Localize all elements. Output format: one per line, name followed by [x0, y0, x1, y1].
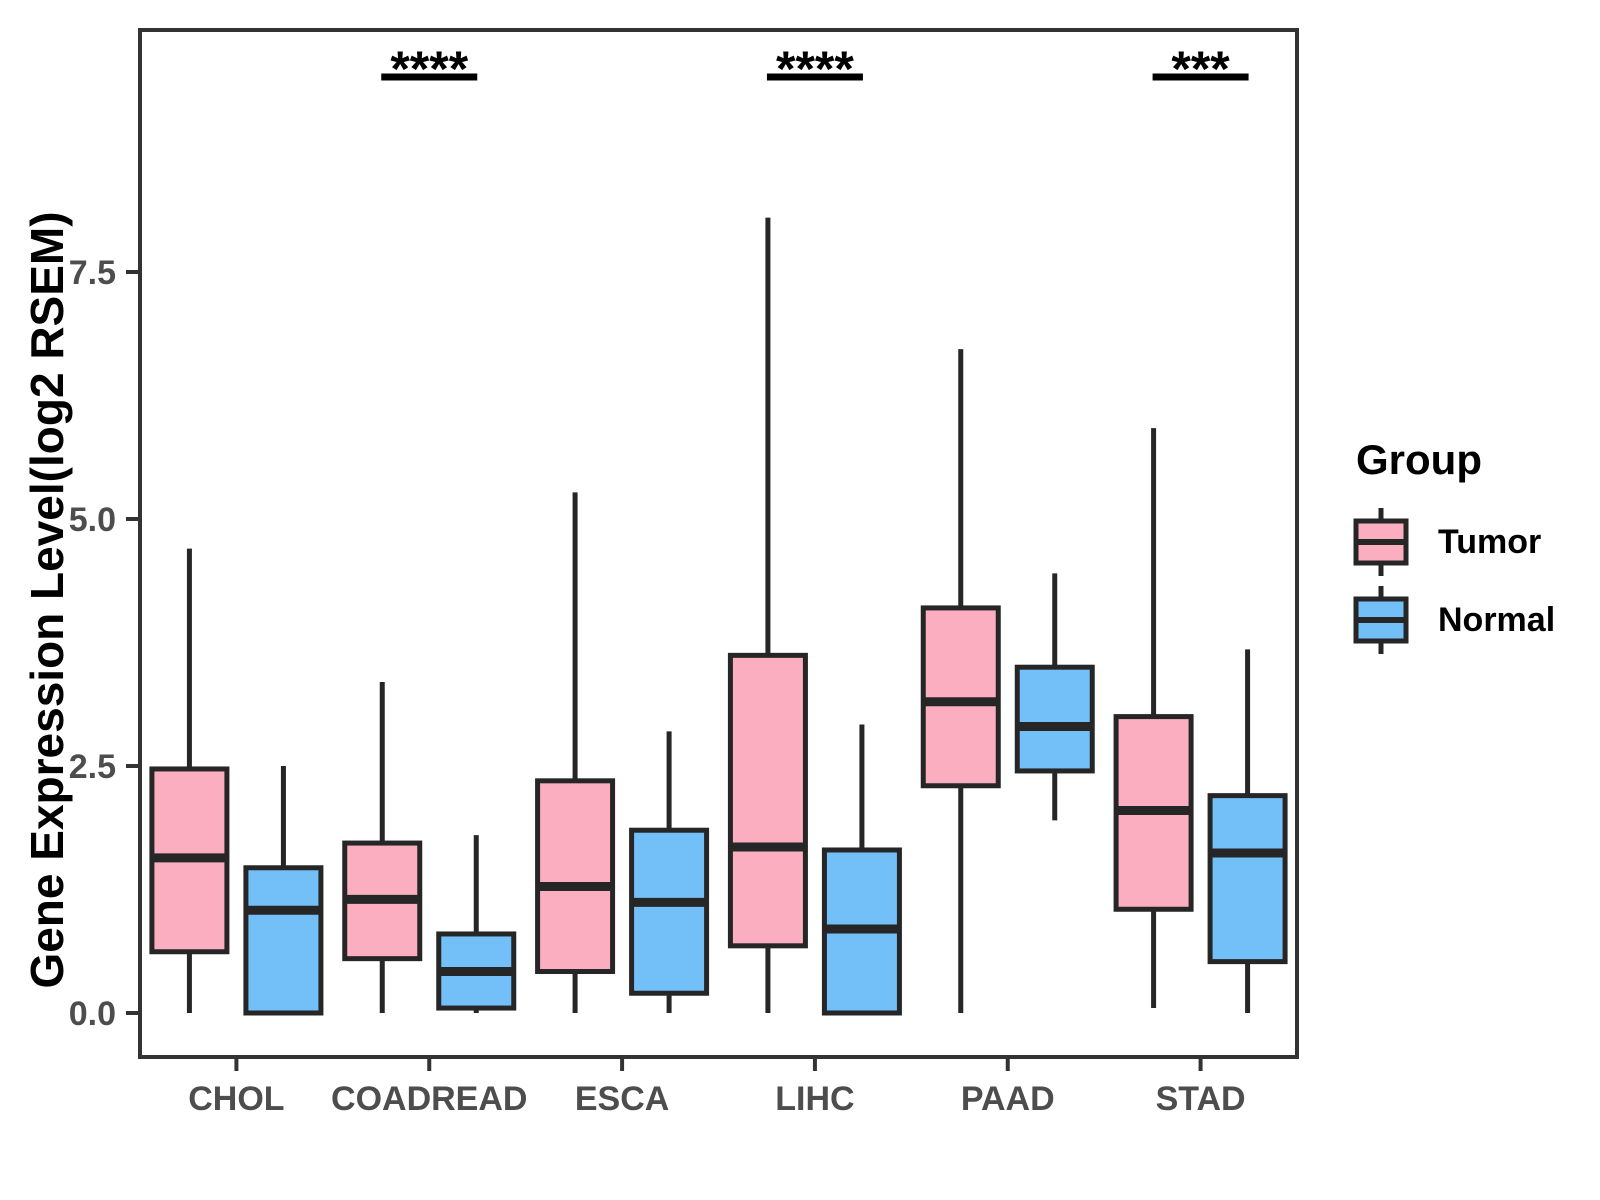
x-category-label: STAD — [1156, 1080, 1246, 1118]
box-normal-CHOL — [243, 865, 324, 1016]
normal-boxplot-glyph-icon — [1353, 586, 1409, 654]
significance-stars-LIHC: **** — [776, 41, 854, 97]
y-tick-label: 7.5 — [69, 254, 116, 292]
x-category-label: COADREAD — [331, 1080, 527, 1118]
tumor-boxplot-glyph-icon — [1353, 508, 1409, 576]
y-tick-label: 2.5 — [69, 748, 116, 786]
box-tumor-LIHC — [727, 652, 808, 949]
legend-label-normal: Normal — [1438, 600, 1556, 639]
significance-stars-COADREAD: **** — [390, 41, 468, 97]
legend-label-tumor: Tumor — [1438, 522, 1542, 561]
x-category-label: ESCA — [575, 1080, 669, 1118]
y-tick-label: 5.0 — [69, 501, 116, 539]
box-tumor-PAAD — [920, 605, 1001, 789]
x-category-label: PAAD — [961, 1080, 1055, 1118]
y-tick-label: 0.0 — [69, 995, 116, 1033]
box-normal-ESCA — [629, 827, 710, 996]
legend: Group Tumor Normal — [1352, 436, 1555, 656]
significance-stars-STAD: *** — [1171, 41, 1230, 97]
box-normal-PAAD — [1014, 664, 1095, 774]
legend-item-tumor: Tumor — [1352, 506, 1555, 578]
legend-item-normal: Normal — [1352, 584, 1555, 656]
panel-border — [138, 28, 1299, 1059]
box-tumor-ESCA — [535, 778, 616, 975]
legend-title: Group — [1356, 436, 1482, 483]
y-axis-title: Gene Expression Level(log2 RSEM) — [21, 211, 73, 989]
x-category-label: CHOL — [188, 1080, 284, 1118]
box-normal-STAD — [1207, 793, 1288, 965]
x-category-label: LIHC — [775, 1080, 854, 1118]
